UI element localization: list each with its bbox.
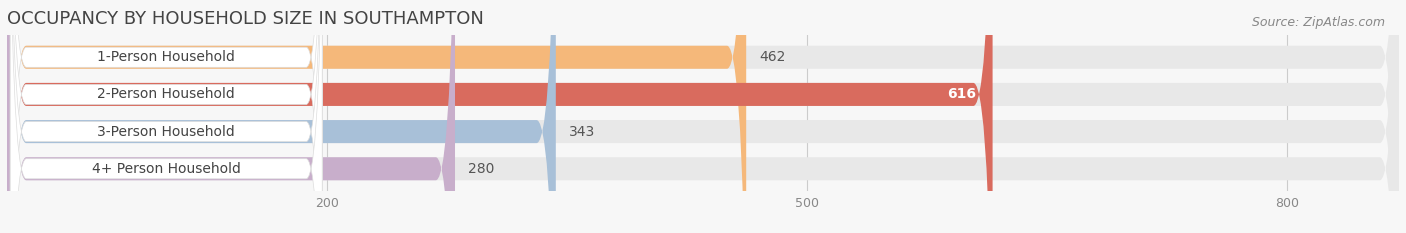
FancyBboxPatch shape — [10, 0, 322, 233]
Text: 3-Person Household: 3-Person Household — [97, 125, 235, 139]
FancyBboxPatch shape — [7, 0, 1399, 233]
FancyBboxPatch shape — [7, 0, 747, 233]
FancyBboxPatch shape — [7, 0, 456, 233]
FancyBboxPatch shape — [7, 0, 993, 233]
FancyBboxPatch shape — [10, 0, 322, 233]
Text: 4+ Person Household: 4+ Person Household — [91, 162, 240, 176]
FancyBboxPatch shape — [10, 0, 322, 233]
Text: Source: ZipAtlas.com: Source: ZipAtlas.com — [1251, 16, 1385, 29]
Text: 280: 280 — [468, 162, 494, 176]
FancyBboxPatch shape — [7, 0, 1399, 233]
FancyBboxPatch shape — [10, 0, 322, 233]
Text: OCCUPANCY BY HOUSEHOLD SIZE IN SOUTHAMPTON: OCCUPANCY BY HOUSEHOLD SIZE IN SOUTHAMPT… — [7, 10, 484, 28]
Text: 1-Person Household: 1-Person Household — [97, 50, 235, 64]
FancyBboxPatch shape — [7, 0, 1399, 233]
Text: 2-Person Household: 2-Person Household — [97, 87, 235, 101]
Text: 616: 616 — [948, 87, 977, 101]
FancyBboxPatch shape — [7, 0, 555, 233]
FancyBboxPatch shape — [7, 0, 1399, 233]
Text: 462: 462 — [759, 50, 786, 64]
Text: 343: 343 — [568, 125, 595, 139]
